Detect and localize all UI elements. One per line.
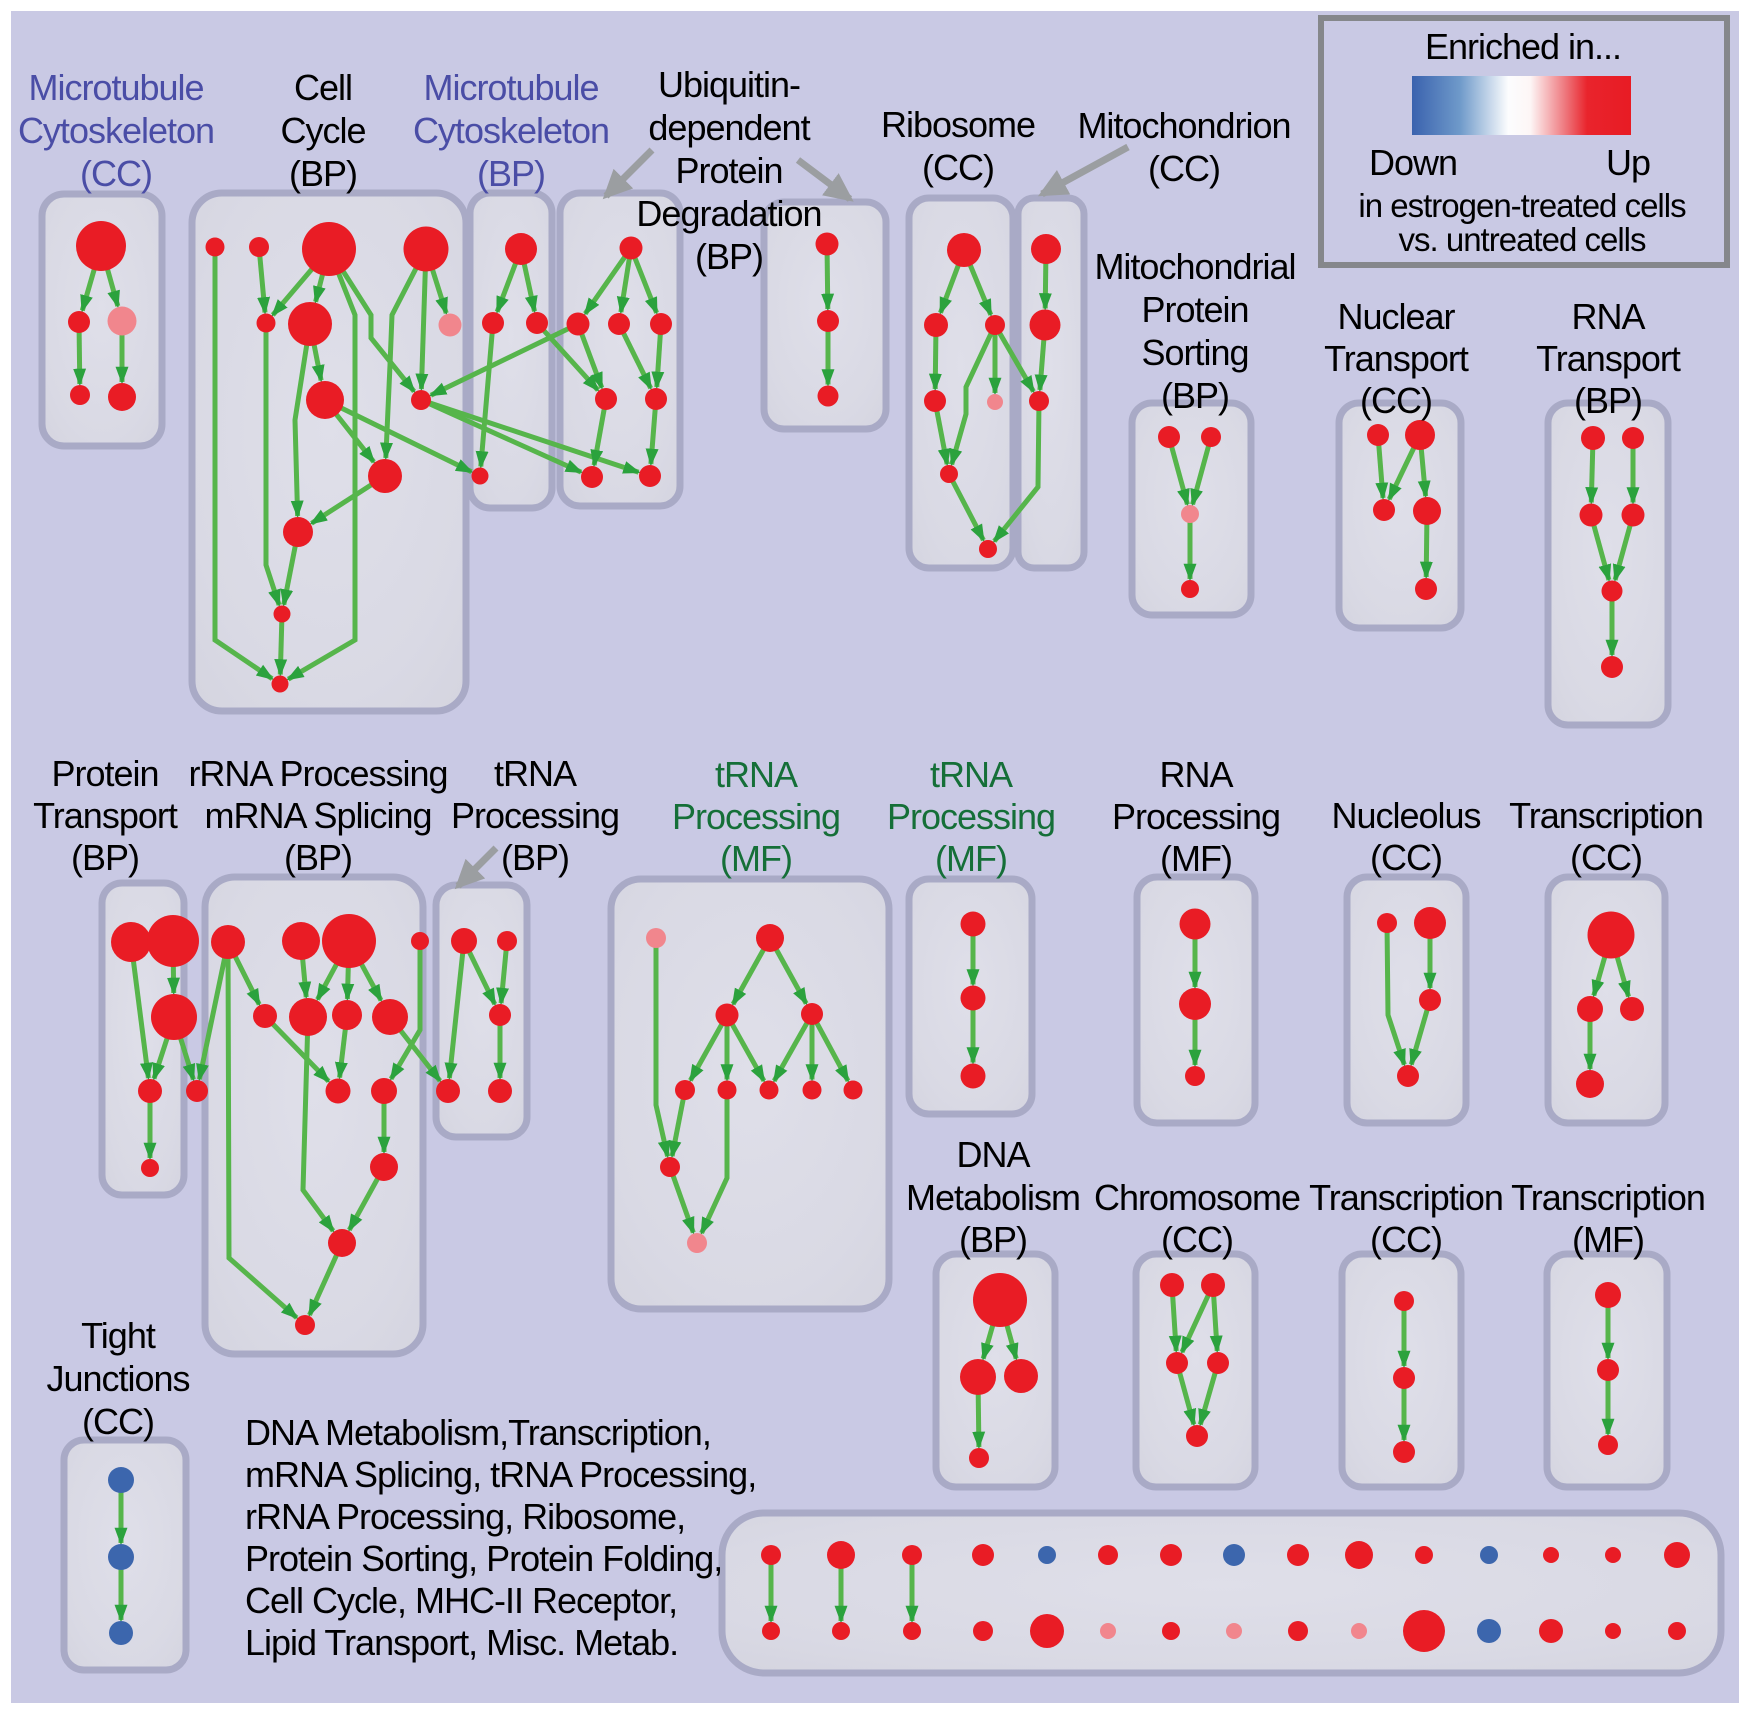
- svg-text:(CC): (CC): [1148, 148, 1220, 189]
- svg-text:Down: Down: [1369, 142, 1457, 183]
- svg-text:Protein Sorting, Protein Foldi: Protein Sorting, Protein Folding,: [245, 1538, 722, 1579]
- svg-text:Microtubule: Microtubule: [28, 67, 203, 108]
- svg-text:(BP): (BP): [695, 236, 763, 277]
- svg-text:Processing: Processing: [887, 796, 1055, 837]
- svg-text:Sorting: Sorting: [1141, 332, 1248, 373]
- svg-text:(BP): (BP): [477, 153, 545, 194]
- svg-text:Nuclear: Nuclear: [1337, 296, 1455, 337]
- svg-text:Chromosome: Chromosome: [1094, 1177, 1300, 1218]
- svg-text:Microtubule: Microtubule: [423, 67, 598, 108]
- svg-text:(CC): (CC): [1360, 380, 1432, 421]
- svg-text:Cytoskeleton: Cytoskeleton: [413, 110, 609, 151]
- svg-text:(BP): (BP): [959, 1219, 1027, 1260]
- svg-text:in estrogen-treated cells: in estrogen-treated cells: [1358, 187, 1686, 224]
- svg-text:Junctions: Junctions: [46, 1358, 189, 1399]
- svg-text:(MF): (MF): [720, 838, 792, 879]
- svg-text:RNA: RNA: [1571, 296, 1645, 337]
- svg-text:(BP): (BP): [1161, 375, 1229, 416]
- svg-text:Protein: Protein: [675, 150, 782, 191]
- svg-text:dependent: dependent: [648, 107, 810, 148]
- svg-text:Degradation: Degradation: [636, 193, 821, 234]
- svg-text:Protein: Protein: [51, 753, 158, 794]
- svg-text:vs. untreated cells: vs. untreated cells: [1399, 221, 1646, 258]
- svg-text:(CC): (CC): [1370, 1219, 1442, 1260]
- svg-text:Transcription: Transcription: [1309, 1177, 1503, 1218]
- svg-text:Transport: Transport: [1324, 338, 1469, 379]
- svg-text:RNA: RNA: [1159, 754, 1233, 795]
- svg-text:Processing: Processing: [672, 796, 840, 837]
- svg-text:mRNA Splicing: mRNA Splicing: [204, 795, 431, 836]
- svg-text:Transcription: Transcription: [1509, 795, 1703, 836]
- svg-text:(BP): (BP): [1574, 380, 1642, 421]
- svg-text:Cycle: Cycle: [280, 110, 365, 151]
- svg-text:DNA Metabolism,Transcription,: DNA Metabolism,Transcription,: [245, 1412, 711, 1453]
- svg-text:Transport: Transport: [33, 795, 178, 836]
- svg-text:Cell: Cell: [294, 67, 352, 108]
- svg-text:Ribosome: Ribosome: [881, 104, 1035, 145]
- svg-text:Nucleolus: Nucleolus: [1331, 795, 1480, 836]
- svg-text:Metabolism: Metabolism: [906, 1177, 1080, 1218]
- svg-text:(MF): (MF): [935, 838, 1007, 879]
- svg-text:(MF): (MF): [1160, 838, 1232, 879]
- svg-text:Mitochondrial: Mitochondrial: [1094, 246, 1295, 287]
- svg-text:(MF): (MF): [1572, 1219, 1644, 1260]
- svg-text:rRNA Processing: rRNA Processing: [188, 753, 447, 794]
- svg-text:(BP): (BP): [289, 153, 357, 194]
- svg-text:Transcription: Transcription: [1511, 1177, 1705, 1218]
- svg-text:DNA: DNA: [956, 1134, 1030, 1175]
- svg-text:(BP): (BP): [284, 837, 352, 878]
- svg-text:Up: Up: [1606, 142, 1650, 183]
- svg-text:(CC): (CC): [1161, 1219, 1233, 1260]
- svg-text:Ubiquitin-: Ubiquitin-: [658, 64, 800, 105]
- svg-text:Cytoskeleton: Cytoskeleton: [18, 110, 214, 151]
- svg-text:tRNA: tRNA: [715, 754, 798, 795]
- svg-text:mRNA Splicing, tRNA Processing: mRNA Splicing, tRNA Processing,: [245, 1454, 756, 1495]
- svg-text:Protein: Protein: [1141, 289, 1248, 330]
- svg-text:Transport: Transport: [1536, 338, 1681, 379]
- svg-text:rRNA Processing, Ribosome,: rRNA Processing, Ribosome,: [245, 1496, 685, 1537]
- svg-text:(BP): (BP): [71, 837, 139, 878]
- svg-text:Enriched in...: Enriched in...: [1425, 26, 1621, 67]
- svg-text:tRNA: tRNA: [494, 753, 577, 794]
- svg-text:Mitochondrion: Mitochondrion: [1077, 105, 1290, 146]
- svg-text:Processing: Processing: [451, 795, 619, 836]
- svg-text:(CC): (CC): [1370, 837, 1442, 878]
- svg-text:Cell Cycle, MHC-II Receptor,: Cell Cycle, MHC-II Receptor,: [245, 1580, 677, 1621]
- svg-text:Processing: Processing: [1112, 796, 1280, 837]
- svg-text:(CC): (CC): [1570, 837, 1642, 878]
- svg-text:(CC): (CC): [922, 147, 994, 188]
- svg-text:Tight: Tight: [81, 1315, 156, 1356]
- svg-text:(CC): (CC): [80, 153, 152, 194]
- svg-text:(CC): (CC): [82, 1401, 154, 1442]
- svg-text:(BP): (BP): [501, 837, 569, 878]
- svg-text:Lipid Transport, Misc. Metab.: Lipid Transport, Misc. Metab.: [245, 1622, 678, 1663]
- svg-text:tRNA: tRNA: [930, 754, 1013, 795]
